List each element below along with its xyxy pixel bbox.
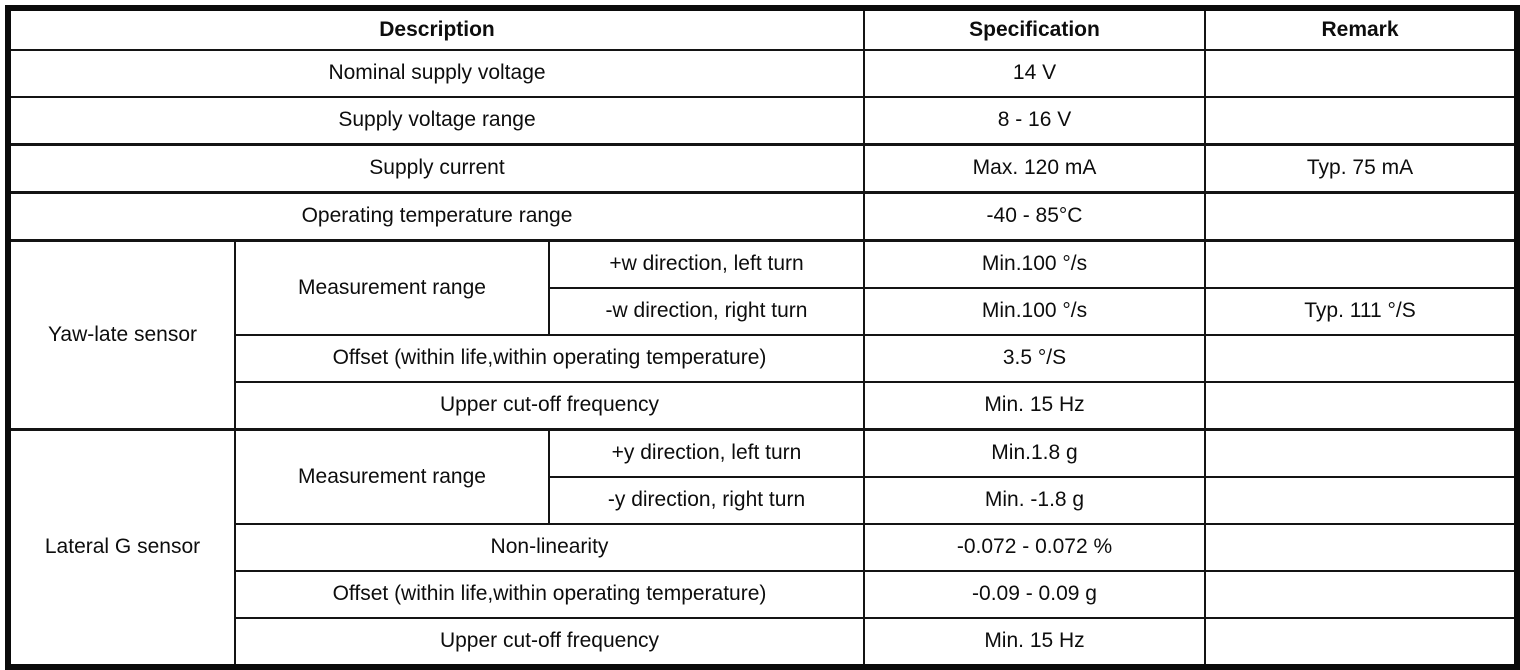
table-row-supply-voltage-range: Supply voltage range 8 - 16 V xyxy=(7,96,1518,146)
table-row-yaw-measurement-plus-w: Yaw-late sensor Measurement range +w dir… xyxy=(7,239,1518,431)
cell-specification: Max. 120 mA xyxy=(863,143,1206,194)
table-row-operating-temperature: Operating temperature range -40 - 85°C xyxy=(7,191,1518,242)
document-page: Description Specification Remark Nominal… xyxy=(5,5,1520,670)
table-header-row: Description Specification Remark xyxy=(7,7,1518,51)
cell-specification: Min. 15 Hz xyxy=(863,381,1206,431)
table-row-yaw-cutoff-frequency: Upper cut-off frequency Min. 15 Hz xyxy=(8,381,1518,431)
cell-condition: +w direction, left turn xyxy=(548,239,865,289)
cell-specification: Min.100 °/s xyxy=(863,287,1206,336)
cell-remark xyxy=(1204,523,1518,572)
cell-specification: -0.09 - 0.09 g xyxy=(863,570,1206,619)
cell-description: Nominal supply voltage xyxy=(7,49,865,98)
cell-specification: 14 V xyxy=(863,49,1206,98)
cell-description: Offset (within life,within operating tem… xyxy=(234,570,865,619)
table-row-lateral-offset: Offset (within life,within operating tem… xyxy=(8,570,1518,619)
table-row-yaw-offset: Offset (within life,within operating tem… xyxy=(8,334,1518,383)
cell-description: Upper cut-off frequency xyxy=(234,617,865,668)
cell-specification: Min.100 °/s xyxy=(863,239,1206,289)
sensor-group-label-lateral-g: Lateral G sensor xyxy=(7,428,236,668)
cell-specification: Min. -1.8 g xyxy=(863,476,1206,525)
table-row-supply-current: Supply current Max. 120 mA Typ. 75 mA xyxy=(7,143,1518,194)
cell-remark xyxy=(1204,570,1518,619)
header-remark: Remark xyxy=(1204,7,1518,51)
cell-specification: Min.1.8 g xyxy=(863,428,1206,478)
cell-remark xyxy=(1204,428,1518,478)
cell-description: Offset (within life,within operating tem… xyxy=(234,334,865,383)
cell-description: Supply current xyxy=(7,143,865,194)
cell-description: Non-linearity xyxy=(234,523,865,572)
header-description: Description xyxy=(7,7,865,51)
cell-remark xyxy=(1204,96,1518,146)
cell-condition: +y direction, left turn xyxy=(548,428,865,478)
cell-remark: Typ. 111 °/S xyxy=(1204,287,1518,336)
table-row-lateral-non-linearity: Non-linearity -0.072 - 0.072 % xyxy=(8,523,1518,572)
header-specification: Specification xyxy=(863,7,1206,51)
cell-condition: -y direction, right turn xyxy=(548,476,865,525)
cell-remark xyxy=(1204,476,1518,525)
table-row-yaw-measurement-minus-w: -w direction, right turn Min.100 °/s Typ… xyxy=(8,287,1518,336)
sensor-group-label-yaw: Yaw-late sensor xyxy=(7,239,236,431)
cell-remark xyxy=(1204,239,1518,289)
table-row-lateral-cutoff-frequency: Upper cut-off frequency Min. 15 Hz xyxy=(8,617,1518,668)
cell-measurement-range-label: Measurement range xyxy=(234,239,550,336)
cell-specification: -40 - 85°C xyxy=(863,191,1206,242)
cell-specification: 8 - 16 V xyxy=(863,96,1206,146)
cell-description: Operating temperature range xyxy=(7,191,865,242)
cell-remark xyxy=(1204,334,1518,383)
cell-remark xyxy=(1204,381,1518,431)
table-row-nominal-supply-voltage: Nominal supply voltage 14 V xyxy=(7,49,1518,98)
cell-specification: Min. 15 Hz xyxy=(863,617,1206,668)
cell-remark: Typ. 75 mA xyxy=(1204,143,1518,194)
table-row-lateral-measurement-minus-y: -y direction, right turn Min. -1.8 g xyxy=(8,476,1518,525)
cell-specification: -0.072 - 0.072 % xyxy=(863,523,1206,572)
cell-measurement-range-label: Measurement range xyxy=(234,428,550,525)
cell-specification: 3.5 °/S xyxy=(863,334,1206,383)
cell-remark xyxy=(1204,617,1518,668)
sensor-spec-table: Description Specification Remark Nominal… xyxy=(5,5,1520,670)
table-row-lateral-measurement-plus-y: Lateral G sensor Measurement range +y di… xyxy=(7,428,1518,668)
cell-remark xyxy=(1204,49,1518,98)
cell-description: Upper cut-off frequency xyxy=(234,381,865,431)
cell-condition: -w direction, right turn xyxy=(548,287,865,336)
cell-remark xyxy=(1204,191,1518,242)
cell-description: Supply voltage range xyxy=(7,96,865,146)
